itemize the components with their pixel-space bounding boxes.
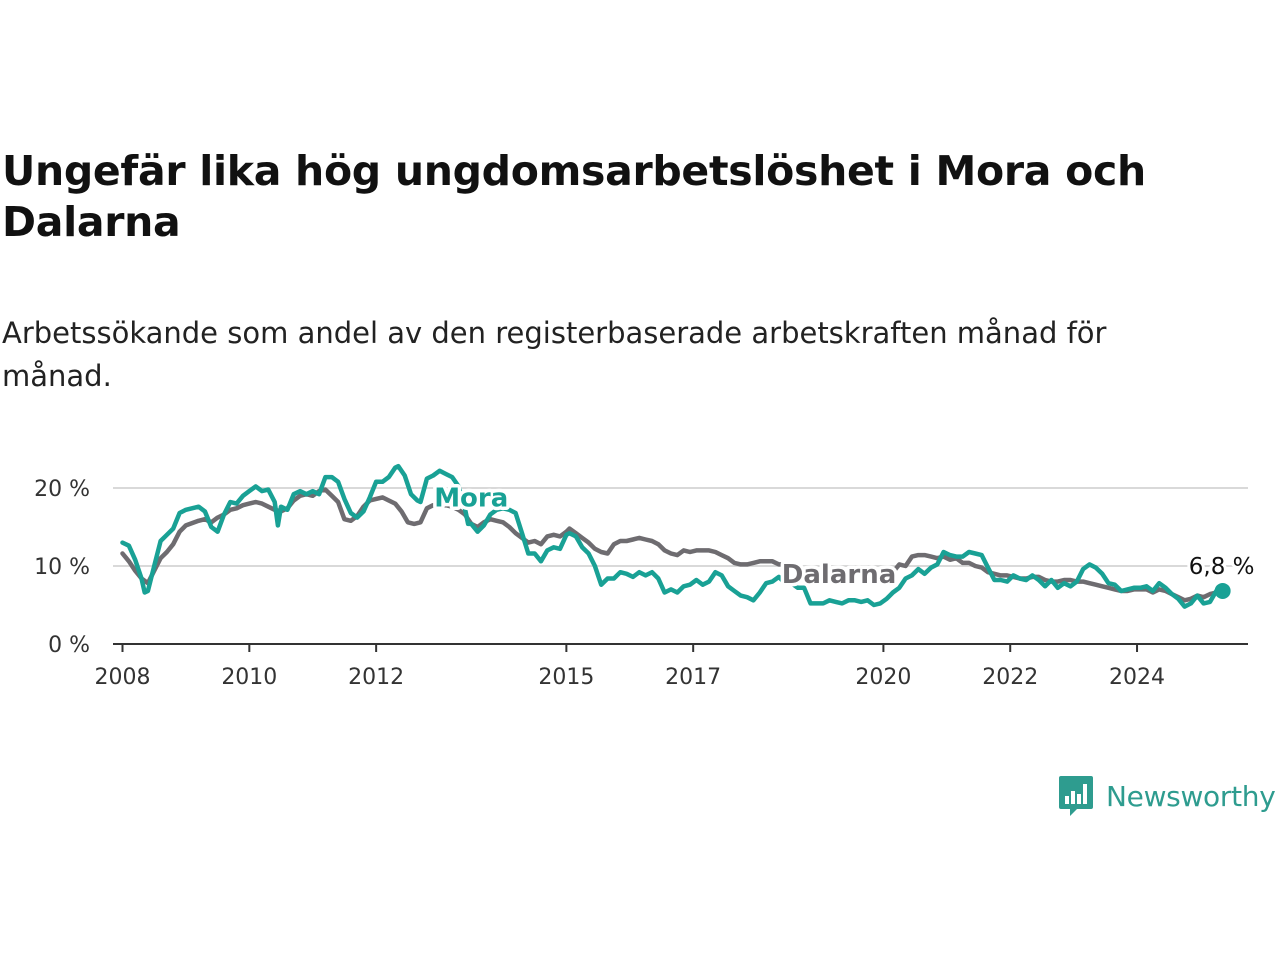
x-tick-label: 2012 — [348, 665, 404, 690]
x-axis-labels: 2008 2010 2012 2015 2017 2020 2022 2024 — [95, 665, 1166, 690]
newsworthy-chart-bubble-icon — [1059, 776, 1093, 816]
series-label-dalarna: Dalarna — [782, 560, 896, 590]
x-axis — [113, 643, 1248, 652]
chart-subtitle: Arbetssökande som andel av den registerb… — [2, 316, 1107, 393]
series-label-mora: Mora — [434, 484, 508, 514]
x-tick-label: 2020 — [855, 665, 911, 690]
series-labels: Mora Dalarna 6,8 % — [431, 480, 1258, 599]
y-tick-label: 0 % — [48, 633, 90, 658]
end-point-marker — [1214, 582, 1231, 599]
end-value-label: 6,8 % — [1189, 554, 1255, 580]
x-tick-label: 2022 — [982, 665, 1038, 690]
y-tick-label: 20 % — [34, 477, 90, 502]
x-tick-label: 2015 — [538, 665, 594, 690]
gridlines — [113, 487, 1248, 567]
x-tick-label: 2024 — [1109, 665, 1165, 690]
x-tick-label: 2008 — [95, 665, 151, 690]
y-tick-label: 10 % — [34, 555, 90, 580]
newsworthy-logo: Newsworthy — [1058, 774, 1276, 818]
series-lines — [120, 463, 1225, 609]
x-tick-label: 2017 — [665, 665, 721, 690]
series-line-mora — [120, 463, 1225, 609]
logo-text: Newsworthy — [1106, 779, 1276, 813]
chart-title: Ungefär lika hög ungdomsarbetslöshet i M… — [2, 147, 1146, 246]
x-tick-label: 2010 — [221, 665, 277, 690]
y-axis-labels: 0 % 10 % 20 % — [34, 477, 90, 658]
